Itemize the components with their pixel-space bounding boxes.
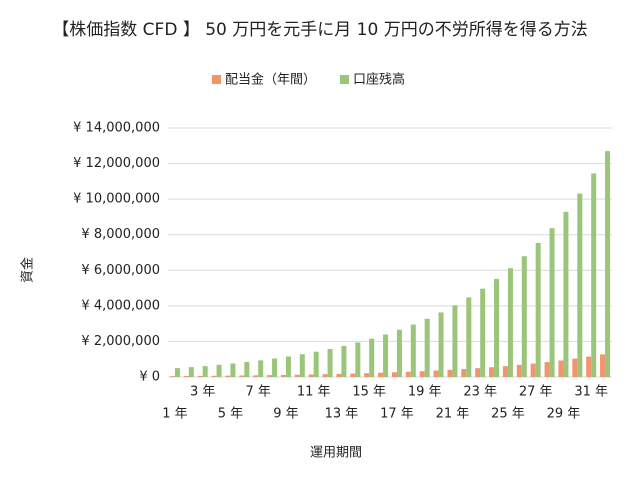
bar: [507, 268, 513, 377]
bar: [285, 356, 291, 377]
x-tick-label: 21 年: [436, 407, 470, 422]
x-tick-label: 23 年: [463, 385, 497, 400]
bar: [549, 228, 555, 377]
y-tick-label: ¥ 0: [139, 370, 160, 385]
x-tick-label: 25 年: [491, 407, 525, 422]
bar: [169, 376, 175, 377]
bar: [466, 297, 472, 377]
bar: [244, 362, 250, 377]
bar: [572, 358, 578, 377]
bar: [378, 372, 384, 377]
x-tick-label: 9 年: [273, 407, 298, 422]
bar: [591, 173, 597, 377]
x-axis-title: 運用期間: [310, 446, 362, 461]
bar: [502, 366, 508, 377]
bar: [188, 367, 194, 377]
bar: [433, 370, 439, 377]
x-tick-label: 29 年: [547, 407, 581, 422]
y-tick-label: ¥ 12,000,000: [73, 156, 160, 171]
bar: [197, 375, 203, 377]
bar: [202, 366, 208, 377]
bar: [183, 376, 189, 377]
x-tick-label: 3 年: [190, 385, 215, 400]
y-tick-label: ¥ 6,000,000: [81, 263, 160, 278]
bar: [396, 329, 402, 377]
chart-title: 【株価指数 CFD 】 50 万円を元手に月 10 万円の不労所得を得る方法: [52, 20, 587, 40]
x-tick-label: 17 年: [380, 407, 414, 422]
bar: [267, 375, 273, 377]
bar: [424, 318, 430, 377]
bar: [447, 369, 453, 377]
legend-label: 配当金（年間）: [225, 72, 316, 88]
x-tick-label: 11 年: [297, 385, 331, 400]
bar: [341, 345, 347, 377]
bar: [480, 288, 486, 377]
bar: [530, 363, 536, 377]
bar: [494, 278, 500, 377]
bar: [600, 354, 606, 377]
bar: [211, 375, 217, 377]
bar: [313, 351, 319, 377]
x-tick-label: 27 年: [519, 385, 553, 400]
bar: [327, 348, 333, 377]
bar: [419, 371, 425, 377]
x-tick-label: 7 年: [245, 385, 270, 400]
bar: [516, 364, 522, 377]
bar: [230, 363, 236, 377]
bar: [258, 360, 264, 377]
bar: [461, 369, 467, 377]
x-tick-label: 5 年: [218, 407, 243, 422]
bar: [475, 368, 481, 377]
legend-swatch: [340, 75, 350, 84]
legend-swatch: [212, 75, 221, 84]
bar: [239, 375, 245, 377]
x-tick-label: 19 年: [408, 385, 442, 400]
legend-label: 口座残高: [353, 72, 405, 88]
bar: [563, 211, 569, 377]
bar: [174, 368, 180, 377]
bar: [438, 312, 444, 377]
y-axis-title: 資金: [20, 257, 36, 283]
bar: [383, 334, 389, 377]
bar: [322, 374, 328, 377]
bar: [544, 362, 550, 377]
bar: [558, 360, 564, 377]
bar: [216, 364, 222, 377]
bar: [452, 305, 458, 377]
bar: [535, 242, 541, 377]
y-tick-label: ¥ 4,000,000: [81, 298, 160, 313]
bar: [225, 375, 231, 377]
x-tick-label: 13 年: [325, 407, 359, 422]
bar: [577, 193, 583, 377]
bar: [299, 354, 305, 377]
bar: [521, 256, 527, 377]
bar: [410, 324, 416, 377]
bar: [272, 358, 278, 377]
bar: [586, 356, 592, 377]
bar: [489, 367, 495, 377]
bar: [280, 374, 286, 377]
y-tick-label: ¥ 2,000,000: [81, 334, 160, 349]
bar: [355, 342, 361, 377]
y-tick-label: ¥ 14,000,000: [73, 121, 160, 136]
bar: [405, 371, 411, 377]
y-tick-label: ¥ 10,000,000: [73, 192, 160, 207]
bar: [253, 375, 259, 377]
bar: [350, 373, 356, 377]
bar: [364, 373, 370, 377]
bar: [308, 374, 314, 377]
x-tick-label: 15 年: [352, 385, 386, 400]
bar: [369, 338, 375, 377]
x-tick-label: 1 年: [162, 407, 187, 422]
bar: [294, 374, 300, 377]
y-tick-label: ¥ 8,000,000: [81, 227, 160, 242]
bar: [336, 373, 342, 377]
bar: [605, 151, 611, 377]
bar: [391, 372, 397, 377]
x-tick-label: 31 年: [574, 385, 608, 400]
